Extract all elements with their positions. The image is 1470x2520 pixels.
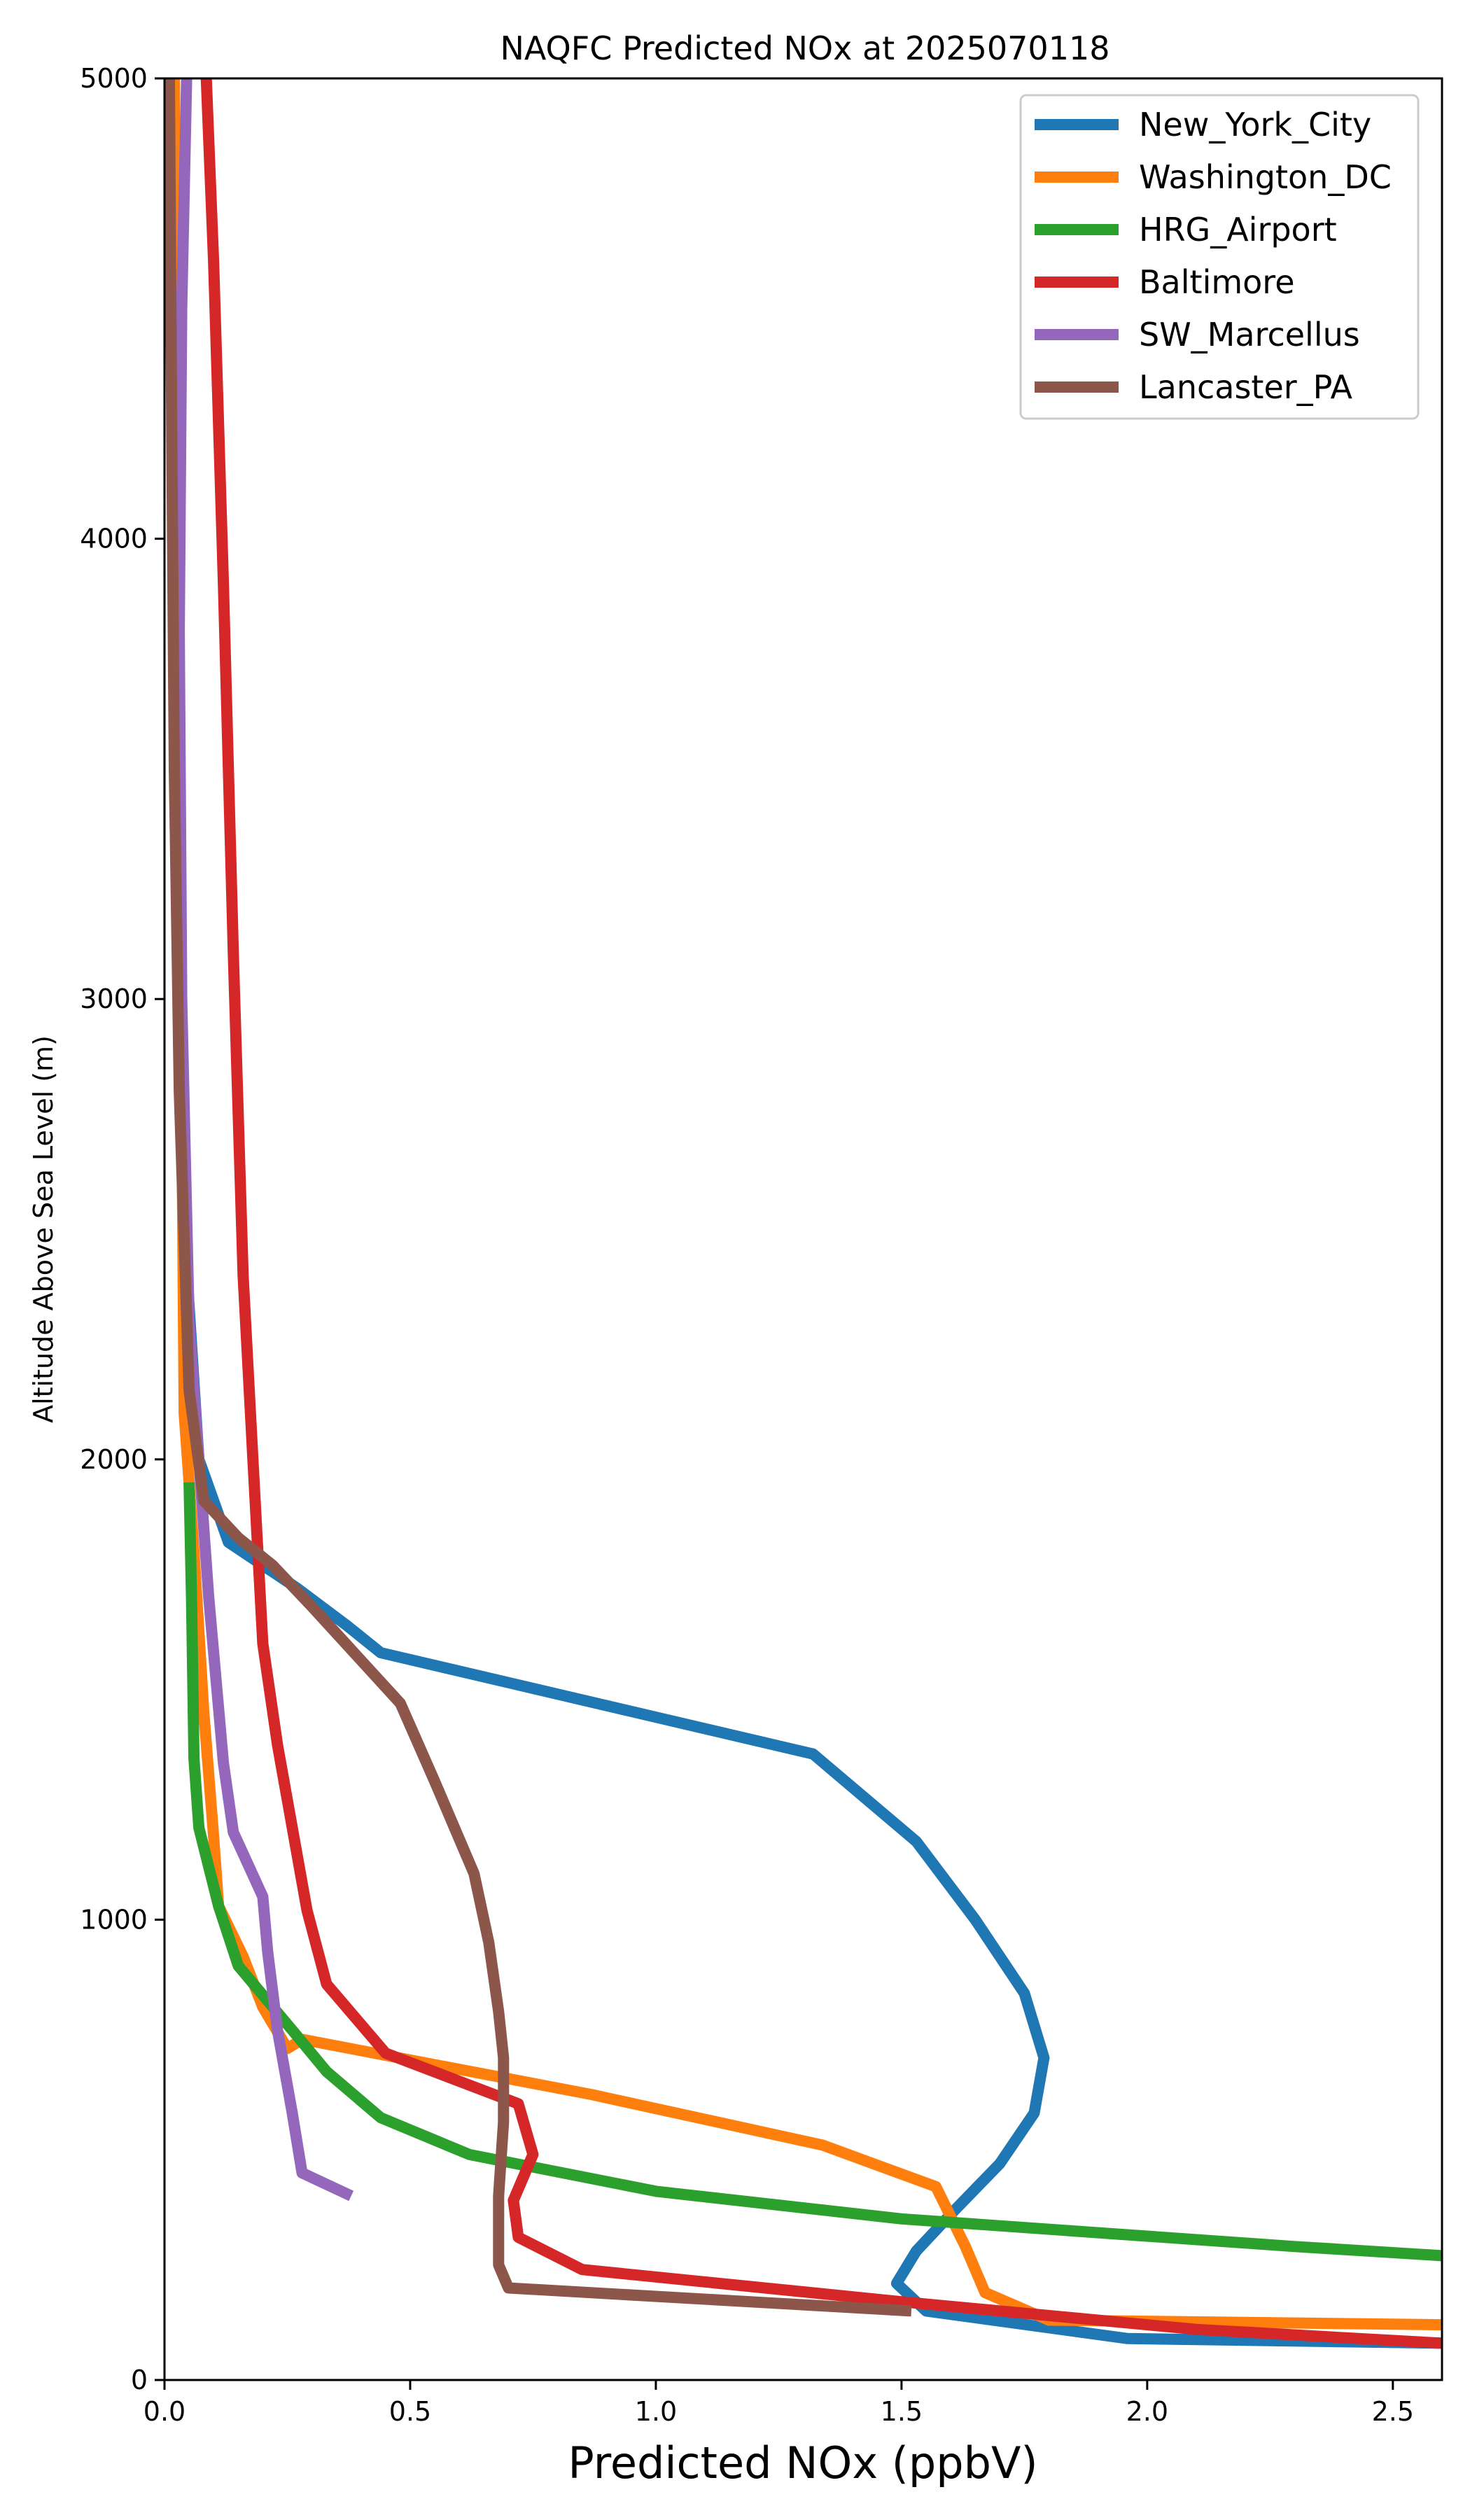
- y-tick-label: 3000: [80, 983, 148, 1014]
- y-tick-label: 1000: [80, 1904, 148, 1935]
- x-axis-title: Predicted NOx (ppbV): [568, 2437, 1037, 2488]
- y-tick-label: 0: [131, 2365, 148, 2395]
- legend-label: Washington_DC: [1139, 158, 1392, 196]
- series-line-sw-marcellus: [174, 78, 354, 2202]
- series-lines: [164, 78, 1442, 2349]
- chart-title: NAQFC Predicted NOx at 2025070118: [500, 29, 1110, 67]
- x-tick-label: 0.5: [389, 2396, 431, 2427]
- x-tick-label: 0.0: [144, 2396, 186, 2427]
- legend-label: HRG_Airport: [1139, 211, 1337, 248]
- y-tick-label: 5000: [80, 63, 148, 94]
- series-line-baltimore: [200, 78, 1442, 2349]
- y-axis-ticks: 0 1000 2000 3000 4000 5000: [80, 63, 164, 2395]
- legend-label: Baltimore: [1139, 263, 1295, 301]
- series-line-hrg-airport: [183, 1482, 1442, 2262]
- x-tick-label: 1.0: [635, 2396, 677, 2427]
- legend-label: Lancaster_PA: [1139, 368, 1352, 406]
- legend-label: SW_Marcellus: [1139, 316, 1360, 354]
- x-tick-label: 1.5: [881, 2396, 923, 2427]
- legend-label: New_York_City: [1139, 106, 1371, 144]
- y-tick-label: 2000: [80, 1444, 148, 1475]
- plot-area: [164, 78, 1442, 2349]
- series-line-lancaster-pa: [164, 78, 912, 2317]
- plot-frame: [163, 77, 1443, 2381]
- x-tick-label: 2.5: [1372, 2396, 1414, 2427]
- x-tick-label: 2.0: [1126, 2396, 1168, 2427]
- legend-box: [1019, 94, 1420, 420]
- y-axis-title: Altitude Above Sea Level (m): [28, 1035, 59, 1423]
- legend: New_York_City Washington_DC HRG_Airport Bal…: [1019, 94, 1420, 420]
- x-axis-ticks: 0.0 0.5 1.0 1.5 2.0 2.5: [144, 2380, 1414, 2427]
- y-tick-label: 4000: [80, 524, 148, 554]
